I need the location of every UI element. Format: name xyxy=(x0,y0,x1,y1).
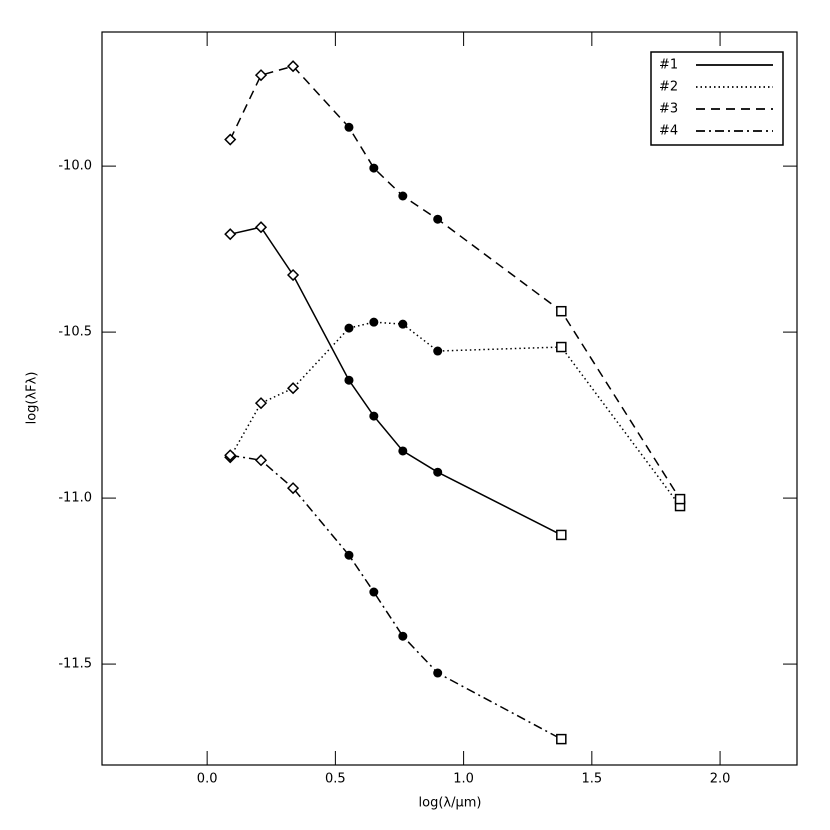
x-tick-label: 2.0 xyxy=(710,772,731,787)
marker-diamond xyxy=(287,382,300,395)
marker-square xyxy=(556,305,567,317)
marker-square xyxy=(556,341,567,353)
marker-diamond xyxy=(254,221,268,234)
marker-circle xyxy=(398,446,408,456)
marker-diamond xyxy=(224,228,237,241)
marker-circle xyxy=(398,191,408,201)
marker-square xyxy=(556,733,567,745)
series-line xyxy=(230,226,562,536)
marker-circle xyxy=(398,319,408,329)
series-line xyxy=(230,454,562,740)
legend-label: #2 xyxy=(659,80,678,95)
marker-diamond xyxy=(224,449,237,462)
marker-diamond xyxy=(287,268,300,282)
marker-diamond xyxy=(287,482,300,495)
marker-diamond xyxy=(224,133,237,146)
y-tick-label: -10.0 xyxy=(58,159,92,174)
marker-circle xyxy=(344,122,354,132)
series-line xyxy=(229,65,681,500)
legend-box xyxy=(650,51,784,146)
marker-square xyxy=(556,529,567,541)
marker-diamond xyxy=(254,454,268,467)
marker-diamond xyxy=(254,397,268,410)
marker-circle xyxy=(433,668,443,678)
x-tick-label: 0.0 xyxy=(197,772,218,787)
marker-circle xyxy=(369,411,379,421)
marker-circle xyxy=(344,550,354,560)
marker-circle xyxy=(344,323,354,333)
marker-diamond xyxy=(254,69,268,82)
x-tick-label: 1.5 xyxy=(581,772,602,787)
x-tick-label: 1.0 xyxy=(453,772,474,787)
legend-label: #4 xyxy=(659,124,678,139)
marker-circle xyxy=(369,163,379,173)
y-tick-label: -10.5 xyxy=(58,325,92,340)
y-tick-label: -11.5 xyxy=(58,657,92,672)
marker-circle xyxy=(433,346,443,356)
series-line xyxy=(229,321,681,507)
marker-diamond xyxy=(287,60,300,73)
x-axis-label: log(λ/μm) xyxy=(419,796,482,811)
marker-circle xyxy=(344,375,354,385)
marker-square xyxy=(674,493,686,505)
marker-circle xyxy=(433,467,443,477)
marker-circle xyxy=(433,214,443,224)
legend-label: #3 xyxy=(659,102,678,117)
marker-circle xyxy=(398,631,408,641)
plot-frame xyxy=(101,31,798,766)
x-tick-label: 0.5 xyxy=(325,772,346,787)
y-tick-label: -11.0 xyxy=(58,491,92,506)
marker-circle xyxy=(369,317,379,327)
y-axis-label: log(λFλ) xyxy=(25,372,40,425)
legend-label: #1 xyxy=(659,58,678,73)
marker-circle xyxy=(369,587,379,597)
